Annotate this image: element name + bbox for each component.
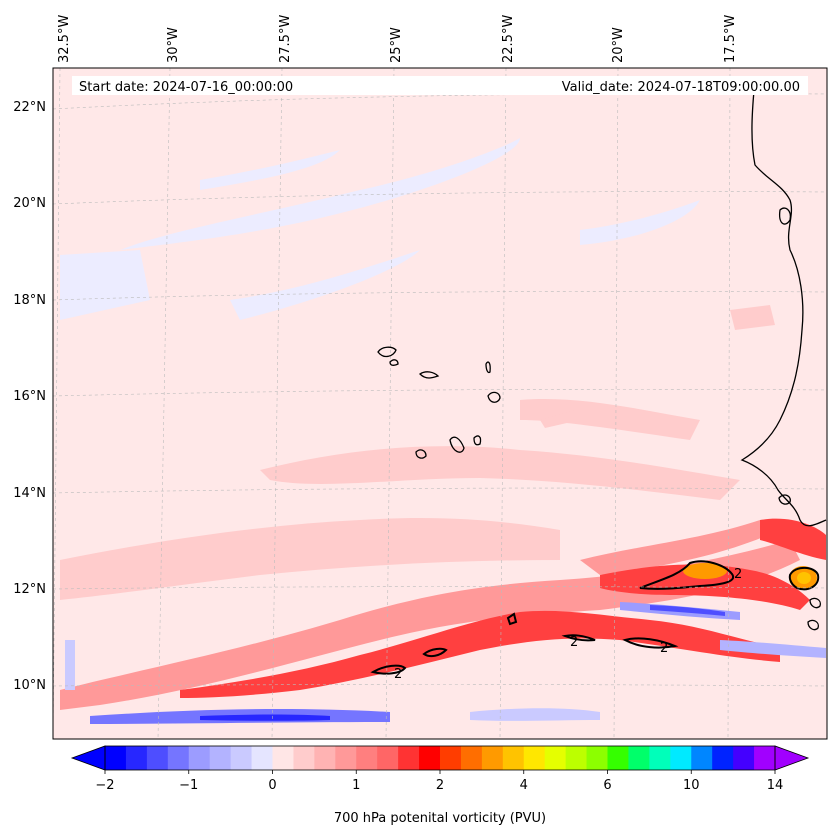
longitude-label: 27.5°W [278, 15, 293, 63]
colorbar-segment [398, 746, 420, 770]
latitude-label: 14°N [13, 486, 46, 501]
negative-pv-streaks [65, 602, 826, 724]
colorbar-segment [105, 746, 127, 770]
colorbar-tick-label: 14 [767, 778, 784, 793]
colorbar: −2 −1 0 1 2 4 6 10 14 700 hPa potenital vorticit… [70, 745, 810, 826]
longitude-label: 30°W [166, 27, 181, 63]
colorbar-segment [146, 746, 169, 770]
colorbar-segment [607, 746, 629, 770]
colorbar-segment [251, 746, 273, 770]
latitude-label: 22°N [13, 100, 46, 115]
contour-label: 2 [660, 641, 668, 656]
colorbar-title: 700 hPa potenital vorticity (PVU) [334, 811, 546, 826]
colorbar-segment [691, 746, 713, 770]
latitude-labels: 22°N 20°N 18°N 16°N 14°N 12°N 10°N [13, 100, 46, 693]
latitude-label: 16°N [13, 389, 46, 404]
colorbar-segment [167, 746, 190, 770]
colorbar-tick-label: 1 [352, 778, 360, 793]
contour-label: 2 [734, 567, 742, 582]
colorbar-tick-label: 6 [603, 778, 611, 793]
colorbar-segment [377, 746, 399, 770]
colorbar-max-extend [774, 745, 810, 771]
colorbar-tick-label: 2 [436, 778, 444, 793]
colorbar-segment [565, 746, 588, 770]
latitude-label: 12°N [13, 582, 46, 597]
strong-pv-band [180, 518, 826, 698]
colorbar-tick-label: −1 [179, 778, 198, 793]
colorbar-segment [272, 746, 294, 770]
valid-date-label: Valid_date: 2024-07-18T09:00:00.00 [562, 80, 800, 95]
colorbar-segment [754, 746, 776, 770]
colorbar-segment [502, 746, 525, 770]
high-pv-cores [683, 563, 817, 590]
colorbar-segment [314, 746, 336, 770]
graticule [53, 68, 827, 739]
colorbar-segment [293, 746, 315, 770]
colorbar-segments [105, 746, 776, 770]
colorbar-segment [523, 746, 546, 770]
colorbar-tick-label: −2 [95, 778, 114, 793]
colorbar-segment [649, 746, 671, 770]
map-panel: 2 2 2 2 [53, 68, 827, 739]
colorbar-tick-label: 10 [683, 778, 700, 793]
colorbar-segment [356, 746, 378, 770]
colorbar-segment [733, 746, 755, 770]
colorbar-segment [335, 746, 357, 770]
contour-label: 2 [394, 667, 402, 682]
colorbar-segment [460, 746, 483, 770]
latitude-label: 18°N [13, 293, 46, 308]
colorbar-segment [230, 746, 253, 770]
latitude-label: 20°N [13, 196, 46, 211]
contour-label: 2 [570, 635, 578, 650]
longitude-label: 17.5°W [723, 15, 738, 63]
pv-2-contours [370, 560, 820, 675]
cape-verde-islands [377, 346, 501, 459]
coastlines [740, 79, 827, 631]
negative-pv-patches [60, 138, 700, 320]
colorbar-segment [125, 746, 148, 770]
latitude-label: 10°N [13, 678, 46, 693]
colorbar-segment [712, 746, 734, 770]
info-banner [72, 76, 808, 95]
longitude-label: 22.5°W [501, 15, 516, 63]
colorbar-segment [188, 746, 211, 770]
colorbar-segment [628, 746, 650, 770]
contour-labels: 2 2 2 2 [394, 567, 742, 682]
longitude-labels: 32.5°W 30°W 27.5°W 25°W 22.5°W 20°W 17.5… [57, 15, 738, 63]
colorbar-segment [440, 746, 462, 770]
colorbar-ticks: −2 −1 0 1 2 4 6 10 14 [95, 770, 783, 793]
colorbar-segment [586, 746, 608, 770]
weak-positive-pv-patches [60, 305, 775, 600]
colorbar-segment [670, 746, 692, 770]
longitude-label: 32.5°W [57, 15, 72, 63]
colorbar-min-extend [70, 745, 106, 771]
colorbar-segment [544, 746, 567, 770]
longitude-label: 20°W [611, 27, 626, 63]
colorbar-segment [481, 746, 504, 770]
colorbar-segment [209, 746, 232, 770]
start-date-label: Start date: 2024-07-16_00:00:00 [79, 80, 293, 95]
map-frame [52, 67, 828, 740]
longitude-label: 25°W [389, 27, 404, 63]
colorbar-tick-label: 0 [268, 778, 276, 793]
colorbar-tick-label: 4 [520, 778, 528, 793]
colorbar-segment [419, 746, 441, 770]
